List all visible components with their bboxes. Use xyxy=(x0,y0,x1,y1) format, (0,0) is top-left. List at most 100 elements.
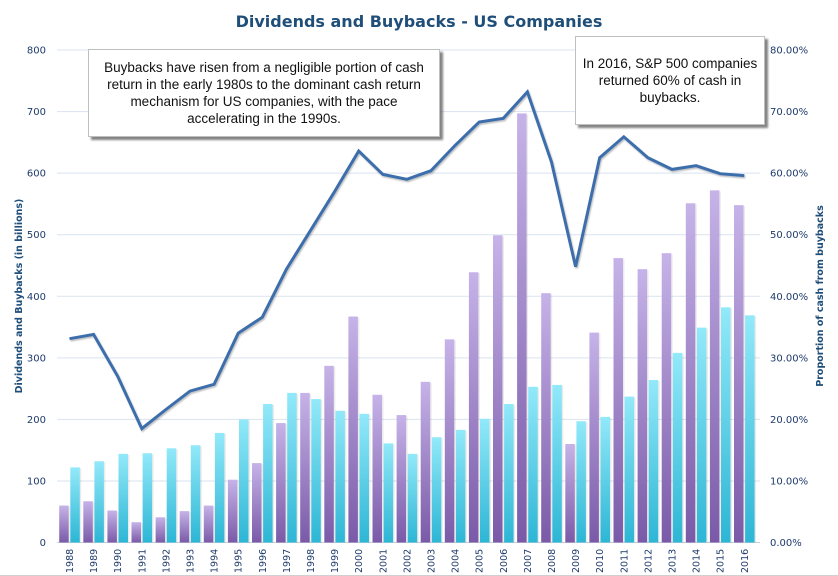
bar-buybacks-1989 xyxy=(83,501,93,543)
x-tick-label: 2003 xyxy=(427,549,438,573)
annotation-buybacks-history: Buybacks have risen from a negligible po… xyxy=(88,49,440,137)
bar-dividends-1996 xyxy=(263,403,273,543)
x-tick-label: 2001 xyxy=(378,549,389,573)
bar-buybacks-1997 xyxy=(276,423,286,543)
x-tick-label: 1995 xyxy=(234,549,245,573)
right-tick-label: 80.00% xyxy=(770,46,808,57)
right-tick-label: 40.00% xyxy=(770,292,808,303)
left-tick-label: 600 xyxy=(27,169,46,180)
annotation-text: Buybacks have risen from a negligible po… xyxy=(104,60,424,126)
right-tick-label: 30.00% xyxy=(770,353,808,364)
bar-buybacks-2000 xyxy=(348,316,358,543)
x-tick-label: 1990 xyxy=(113,549,124,573)
left-tick-label: 700 xyxy=(27,107,46,118)
x-tick-label: 2014 xyxy=(692,549,703,573)
bar-buybacks-2007 xyxy=(517,113,527,543)
x-tick-label: 1992 xyxy=(161,549,172,573)
bar-dividends-2003 xyxy=(431,437,442,543)
bar-dividends-1993 xyxy=(190,445,201,543)
x-axis-ticks: 1988 1989 1990 1991 1992 1993 1994 1995 1996 1997… xyxy=(0,549,838,576)
left-tick-label: 0 xyxy=(40,538,46,549)
bar-dividends-2007 xyxy=(528,386,538,543)
x-tick-label: 2011 xyxy=(619,549,630,573)
left-tick-label: 100 xyxy=(27,476,46,487)
left-tick-label: 200 xyxy=(27,415,46,426)
bar-dividends-1995 xyxy=(239,419,249,543)
bar-buybacks-2016 xyxy=(734,205,744,543)
bar-buybacks-2013 xyxy=(661,253,672,543)
right-tick-label: 0.00% xyxy=(770,538,802,549)
bar-buybacks-2009 xyxy=(565,444,575,543)
bar-dividends-1992 xyxy=(166,448,177,543)
x-tick-label: 1989 xyxy=(89,549,100,573)
bar-buybacks-2005 xyxy=(468,272,479,543)
x-tick-label: 1991 xyxy=(137,549,148,573)
right-axis-title: Proportion of cash from buybacks xyxy=(815,205,826,387)
bar-dividends-2015 xyxy=(721,307,731,543)
x-tick-label: 2005 xyxy=(475,549,486,573)
bar-buybacks-2004 xyxy=(444,339,455,543)
x-tick-label: 1994 xyxy=(210,549,221,573)
right-tick-label: 20.00% xyxy=(770,415,808,426)
bar-dividends-2012 xyxy=(648,379,659,543)
x-tick-label: 1988 xyxy=(65,549,76,573)
bar-dividends-1998 xyxy=(311,399,321,543)
left-axis-ticks: 0 100 200 300 400 500 600 700 800 xyxy=(27,46,46,550)
chart-title: Dividends and Buybacks - US Companies xyxy=(236,12,603,31)
bar-buybacks-2012 xyxy=(637,269,648,543)
x-tick-label: 2000 xyxy=(354,549,365,573)
left-axis-title: Dividends and Buybacks (in billions) xyxy=(14,199,25,394)
bar-dividends-1999 xyxy=(335,410,345,543)
x-tick-label: 2006 xyxy=(499,549,510,573)
bar-buybacks-1993 xyxy=(179,511,190,543)
bar-dividends-2014 xyxy=(696,327,707,543)
bar-dividends-1997 xyxy=(287,392,297,543)
x-tick-label: 1997 xyxy=(282,549,293,573)
right-tick-label: 10.00% xyxy=(770,476,808,487)
bar-buybacks-2006 xyxy=(493,235,503,543)
x-tick-label: 2002 xyxy=(402,549,413,573)
line-series xyxy=(69,89,745,431)
bar-dividends-2001 xyxy=(383,443,394,543)
bar-dividends-1989 xyxy=(94,461,104,543)
bar-buybacks-1995 xyxy=(227,479,238,543)
x-tick-label: 2004 xyxy=(451,549,462,573)
bar-buybacks-2001 xyxy=(372,394,382,543)
x-tick-label: 1993 xyxy=(186,549,197,573)
x-tick-label: 2013 xyxy=(668,549,679,573)
x-tick-label: 2008 xyxy=(547,549,558,573)
x-tick-label: 1996 xyxy=(258,549,269,573)
bar-dividends-1988 xyxy=(70,467,80,543)
bar-dividends-2004 xyxy=(455,429,466,543)
annotation-text: In 2016, S&P 500 companies returned 60% … xyxy=(582,56,758,105)
x-tick-label: 1999 xyxy=(330,549,341,573)
right-axis-ticks: 0.00% 10.00% 20.00% 30.00% 40.00% 50.00% 60.00… xyxy=(770,46,808,550)
bar-dividends-2009 xyxy=(576,421,586,543)
bar-buybacks-2008 xyxy=(541,293,551,543)
bar-buybacks-2015 xyxy=(709,190,720,543)
bar-dividends-2008 xyxy=(552,384,562,543)
bar-dividends-1990 xyxy=(118,453,128,543)
bar-buybacks-1991 xyxy=(131,522,141,543)
bar-dividends-2013 xyxy=(672,352,683,543)
left-tick-label: 800 xyxy=(27,46,46,57)
bar-buybacks-2014 xyxy=(685,203,696,543)
bar-buybacks-2002 xyxy=(396,415,407,543)
bars xyxy=(59,113,757,543)
right-tick-label: 50.00% xyxy=(770,230,808,241)
bar-dividends-2006 xyxy=(504,403,514,543)
right-tick-label: 60.00% xyxy=(770,169,808,180)
bar-dividends-1991 xyxy=(142,453,153,543)
x-tick-label: 2007 xyxy=(523,549,534,573)
bar-dividends-2005 xyxy=(480,418,490,543)
bar-dividends-1994 xyxy=(214,432,225,543)
left-tick-label: 500 xyxy=(27,230,46,241)
bar-buybacks-1999 xyxy=(324,365,334,543)
bar-dividends-2016 xyxy=(745,315,755,543)
bar-buybacks-1994 xyxy=(203,505,214,543)
bar-buybacks-1990 xyxy=(107,510,117,543)
bar-buybacks-2011 xyxy=(613,258,623,543)
left-tick-label: 300 xyxy=(27,353,46,364)
x-tick-label: 2010 xyxy=(595,549,606,573)
